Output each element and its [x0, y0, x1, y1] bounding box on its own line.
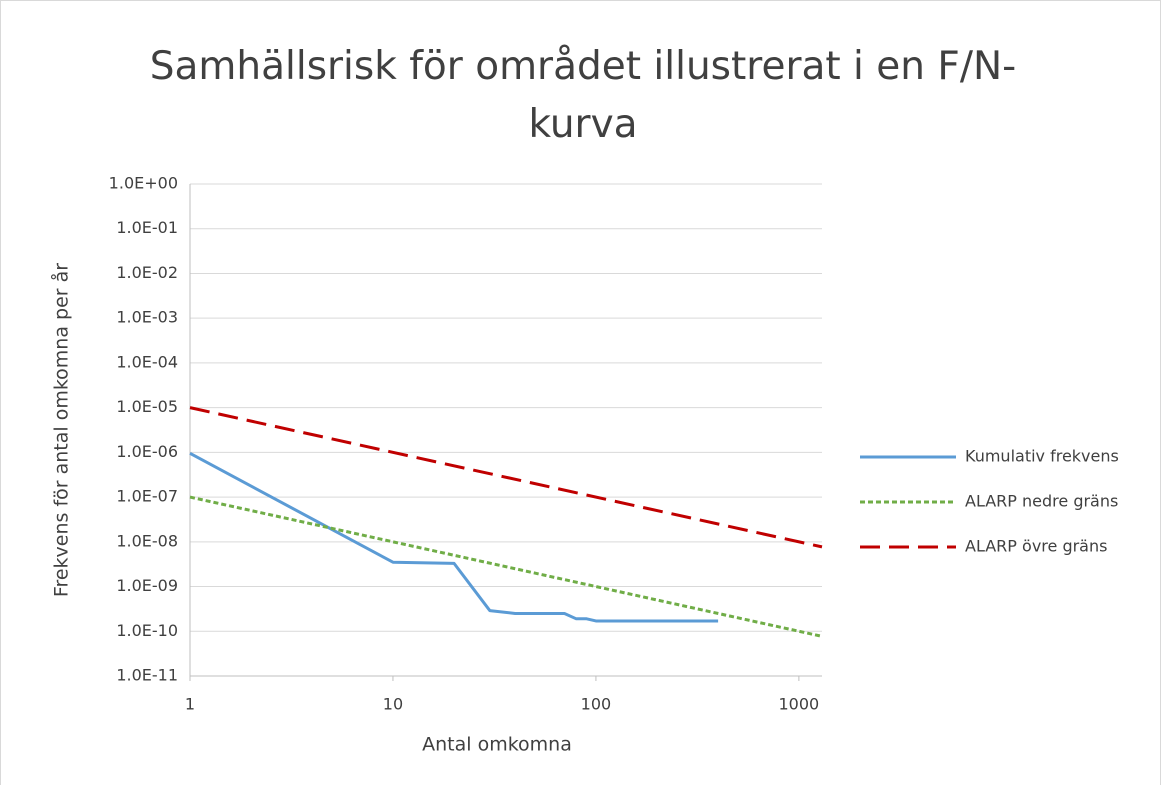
- legend-label: ALARP övre gräns: [965, 537, 1107, 556]
- x-tick-label: 1000: [779, 695, 820, 714]
- y-tick-label: 1.0E-11: [116, 666, 178, 685]
- x-tick-label: 10: [383, 695, 403, 714]
- series-line: [189, 452, 719, 623]
- y-axis-label: Frekvens för antal omkomna per år: [50, 263, 73, 597]
- series-line: [189, 406, 823, 549]
- legend-label: ALARP nedre gräns: [965, 492, 1118, 511]
- x-tick-label: 100: [581, 695, 612, 714]
- y-tick-label: 1.0E-04: [116, 352, 178, 371]
- y-tick-label: 1.0E-05: [116, 397, 178, 416]
- y-tick-label: 1.0E-01: [116, 218, 178, 237]
- x-axis-label: Antal omkomna: [422, 734, 572, 756]
- x-tick-label: 1: [185, 695, 195, 714]
- y-tick-label: 1.0E-10: [116, 621, 178, 640]
- y-tick-label: 1.0E-07: [116, 487, 178, 506]
- y-tick-label: 1.0E-03: [116, 308, 178, 327]
- series-line: [189, 495, 823, 638]
- y-tick-label: 1.0E+00: [109, 174, 178, 193]
- chart-title: Samhällsrisk för området illustrerat i e…: [149, 44, 1017, 147]
- y-tick-label: 1.0E-08: [116, 531, 178, 550]
- y-tick-label: 1.0E-06: [116, 442, 178, 461]
- y-tick-label: 1.0E-09: [116, 576, 178, 595]
- legend-label: Kumulativ frekvens: [965, 447, 1119, 466]
- y-tick-label: 1.0E-02: [116, 263, 178, 282]
